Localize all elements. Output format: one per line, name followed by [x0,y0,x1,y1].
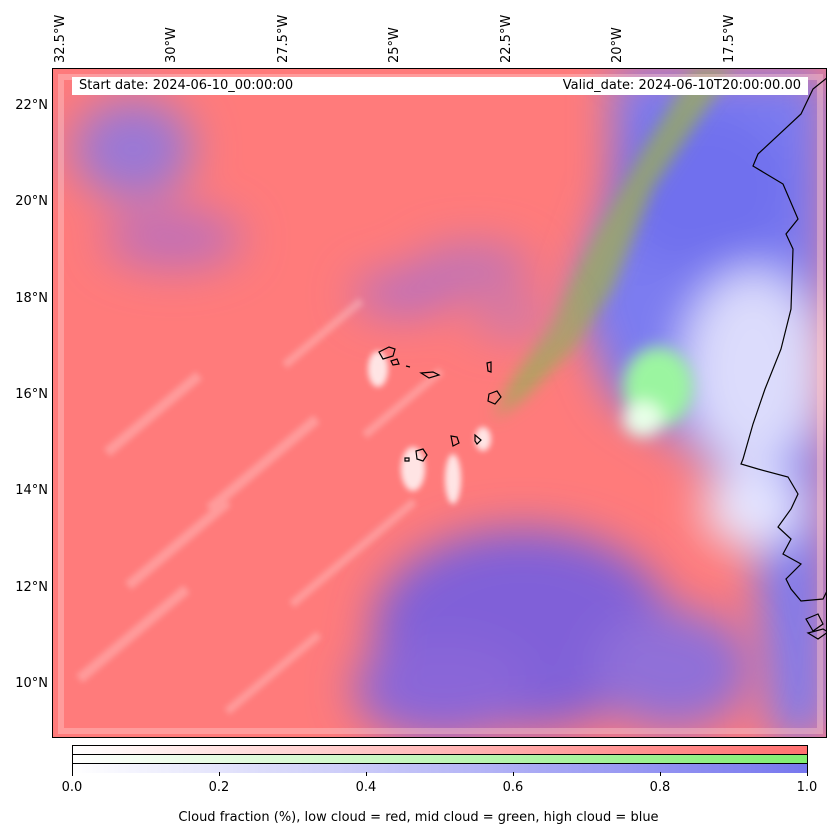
african-coastline [740,77,826,602]
mid-cloud-band [493,69,733,437]
colorbar-label-0: 0.0 [61,780,83,795]
lon-label-30w: 30°W [164,27,179,63]
lat-label-18n: 18°N [15,291,48,306]
colorbar-tick [72,772,73,776]
lon-label-25w: 25°W [387,27,402,63]
colorbar-tick [366,772,367,776]
colorbar-label-0-6: 0.6 [502,780,524,795]
colorbar-mid-cloud [73,755,807,764]
lat-label-22n: 22°N [15,98,48,113]
lon-label-22-5w: 22.5°W [499,14,514,63]
lon-label-20w: 20°W [610,27,625,63]
colorbar [72,745,808,773]
colorbar-label-0-4: 0.4 [355,780,377,795]
cloud-fraction-map [53,69,826,737]
lon-label-17-5w: 17.5°W [722,14,737,63]
colorbar-caption: Cloud fraction (%), low cloud = red, mid… [178,810,659,825]
map-frame [52,68,827,738]
lat-label-10n: 10°N [15,676,48,691]
date-info-box: Start date: 2024-06-10_00:00:00 Valid_da… [72,77,808,95]
colorbar-label-1: 1.0 [796,780,818,795]
cape-verde-islands [378,346,502,462]
colorbar-tick [660,772,661,776]
lat-label-16n: 16°N [15,387,48,402]
colorbar-high-cloud [73,764,807,773]
valid-date-text: Valid_date: 2024-06-10T20:00:00.00 [562,78,801,93]
start-date-text: Start date: 2024-06-10_00:00:00 [79,78,294,93]
colorbar-label-0-2: 0.2 [208,780,230,795]
lon-label-32-5w: 32.5°W [53,14,68,63]
colorbar-tick [219,772,220,776]
colorbar-tick [807,772,808,776]
colorbar-low-cloud [73,746,807,755]
colorbar-tick [513,772,514,776]
high-cloud-patches [73,99,753,737]
lat-label-20n: 20°N [15,194,48,209]
cloud-streaks [76,297,444,715]
lon-label-27-5w: 27.5°W [276,14,291,63]
high-cloud-field [573,69,826,737]
colorbar-label-0-8: 0.8 [649,780,671,795]
lat-label-14n: 14°N [15,483,48,498]
lat-label-12n: 12°N [15,580,48,595]
